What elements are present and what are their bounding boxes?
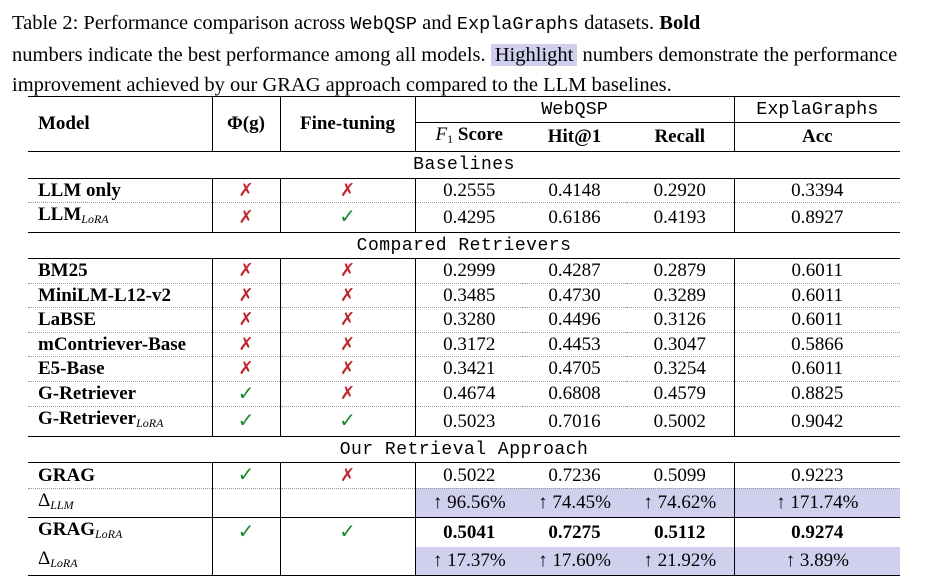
table-row: MiniLM-L12-v2 ✗ ✗ 0.3485 0.4730 0.3289 0…	[28, 283, 901, 308]
header-model: Model	[28, 96, 213, 152]
caption-line-3: improvement achieved by our GRAG approac…	[12, 74, 672, 96]
check-icon: ✓	[237, 380, 255, 405]
table-row: mContriever-Base ✗ ✗ 0.3172 0.4453 0.304…	[28, 332, 901, 357]
cross-icon: ✗	[339, 284, 356, 306]
header-hit1: Hit@1	[523, 121, 626, 152]
cross-icon: ✗	[238, 179, 254, 201]
header-row-2: F1 Score Hit@1 Recall Acc	[28, 121, 901, 152]
table-row: E5-Base ✗ ✗ 0.3421 0.4705 0.3254 0.6011	[28, 356, 901, 382]
section-our-approach: Our Retrieval Approach	[28, 435, 901, 463]
dataset-name-webqsp: WebQSP	[350, 14, 418, 35]
cross-icon: ✗	[339, 260, 356, 281]
cross-icon: ✗	[339, 464, 356, 486]
table-row: LLM only ✗ ✗ 0.2555 0.4148 0.2920 0.3394	[28, 177, 901, 203]
caption-line-1: Table 2: Performance comparison across W…	[12, 12, 701, 35]
cross-icon: ✗	[339, 358, 356, 379]
performance-table: Model Φ(g) Fine-tuning WebQSP ExplaGraph…	[28, 96, 901, 576]
caption-highlight-word: Highlight	[490, 44, 578, 66]
section-compared-retrievers: Compared Retrievers	[28, 231, 901, 259]
table-row-delta-llm: ΔLLM ↑ 96.56% ↑ 74.45% ↑ 74.62% ↑ 171.74…	[28, 488, 901, 518]
cross-icon: ✗	[238, 260, 254, 281]
header-finetuning: Fine-tuning	[280, 96, 416, 152]
header-webqsp: WebQSP	[415, 96, 735, 122]
table-row: LaBSE ✗ ✗ 0.3280 0.4496 0.3126 0.6011	[28, 307, 901, 333]
table-row: G-RetrieverLoRA ✓ ✓ 0.5023 0.7016 0.5002…	[28, 406, 900, 436]
table-row: LLMLoRA ✗ ✓ 0.4295 0.6186 0.4193 0.8927	[28, 202, 900, 232]
check-icon: ✓	[339, 204, 356, 228]
table-row: BM25 ✗ ✗ 0.2999 0.4287 0.2879 0.6011	[28, 258, 901, 284]
dataset-name-explagraphs: ExplaGraphs	[456, 14, 580, 35]
check-icon: ✓	[237, 519, 255, 543]
cross-icon: ✗	[238, 358, 254, 379]
table-row-delta-lora: ΔLoRA ↑ 17.37% ↑ 17.60% ↑ 21.92% ↑ 3.89%	[28, 546, 901, 576]
table-row: G-Retriever ✓ ✗ 0.4674 0.6808 0.4579 0.8…	[28, 380, 901, 407]
header-f1: F1 Score	[415, 121, 523, 152]
check-icon: ✓	[237, 462, 255, 486]
cross-icon: ✗	[339, 179, 356, 201]
header-acc: Acc	[734, 121, 901, 152]
header-explagraphs: ExplaGraphs	[734, 96, 901, 122]
cross-icon: ✗	[238, 206, 254, 228]
header-phi: Φ(g)	[212, 96, 281, 152]
table-row: GRAGLoRA ✓ ✓ 0.5041 0.7275 0.5112 0.9274	[28, 517, 901, 547]
header-recall: Recall	[626, 121, 735, 152]
cross-icon: ✗	[238, 309, 254, 330]
cross-icon: ✗	[339, 333, 356, 355]
cross-icon: ✗	[238, 284, 254, 306]
caption-line-2: numbers indicate the best performance am…	[12, 44, 898, 66]
header-row-1: Model Φ(g) Fine-tuning WebQSP ExplaGraph…	[28, 96, 901, 152]
caption-bold-word: Bold	[659, 12, 701, 34]
cross-icon: ✗	[339, 383, 356, 404]
check-icon: ✓	[339, 519, 356, 543]
table-caption: Table 2: Performance comparison across W…	[12, 8, 924, 100]
cross-icon: ✗	[238, 333, 254, 355]
cross-icon: ✗	[339, 309, 356, 330]
check-icon: ✓	[339, 408, 356, 432]
table-row: GRAG ✓ ✗ 0.5022 0.7236 0.5099 0.9223	[28, 462, 901, 489]
section-baselines: Baselines	[28, 151, 901, 178]
check-icon: ✓	[237, 408, 255, 432]
